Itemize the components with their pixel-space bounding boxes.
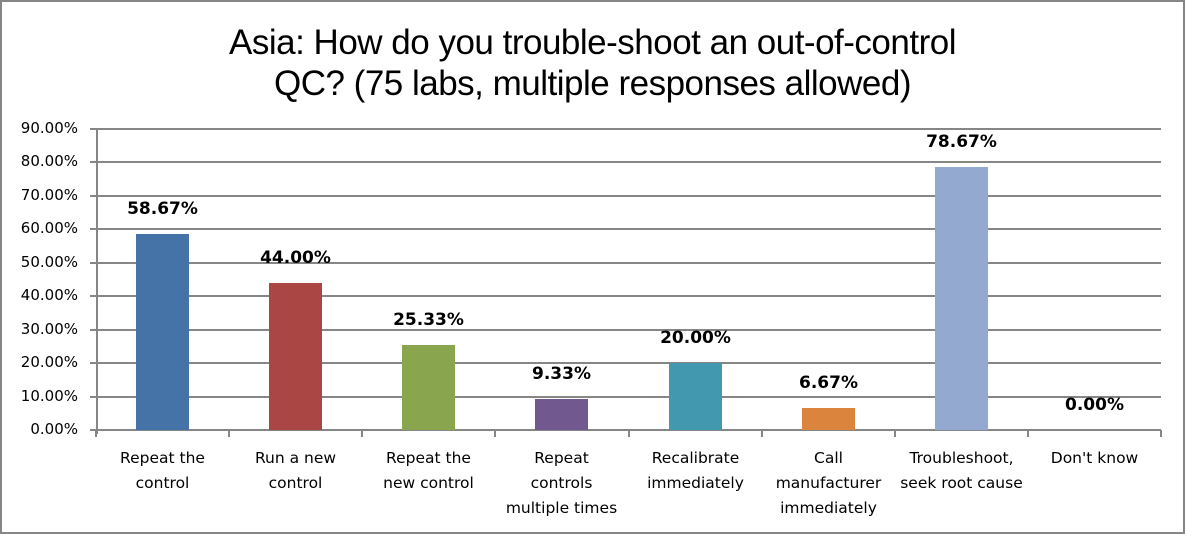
data-label: 58.67%	[127, 199, 198, 219]
gridline	[96, 262, 1161, 264]
data-label: 44.00%	[260, 248, 331, 268]
x-tick	[761, 430, 763, 437]
bar	[269, 283, 322, 430]
chart-title-line-1: Asia: How do you trouble-shoot an out-of…	[229, 23, 956, 62]
x-tick	[494, 430, 496, 437]
gridline	[96, 362, 1161, 364]
x-category-label: Repeat the control	[120, 449, 205, 492]
gridline	[96, 329, 1161, 331]
x-category-label: Call manufacturer immediately	[775, 449, 882, 517]
bar	[669, 363, 722, 430]
x-category-label: Repeat the new control	[383, 449, 474, 492]
x-category-label: Don't know	[1050, 449, 1139, 467]
x-tick	[228, 430, 230, 437]
gridline	[96, 396, 1161, 398]
y-tick	[90, 295, 97, 297]
y-tick	[90, 262, 97, 264]
gridline	[96, 195, 1161, 197]
x-tick	[1160, 430, 1162, 437]
y-tick-label: 0.00%	[30, 420, 78, 438]
y-tick	[90, 161, 97, 163]
bar	[935, 167, 988, 430]
data-label: 6.67%	[799, 373, 858, 393]
y-axis-line	[96, 129, 98, 434]
x-category-label: Repeat controls multiple times	[505, 449, 618, 517]
bar	[402, 345, 455, 430]
y-tick-label: 20.00%	[20, 353, 78, 371]
data-label: 20.00%	[660, 328, 731, 348]
x-category-label: Recalibrate immediately	[647, 449, 744, 492]
gridline	[96, 228, 1161, 230]
y-tick	[90, 195, 97, 197]
data-label: 0.00%	[1065, 395, 1124, 415]
data-label: 78.67%	[926, 132, 997, 152]
data-label: 9.33%	[532, 364, 591, 384]
y-tick	[90, 128, 97, 130]
y-tick-label: 40.00%	[20, 286, 78, 304]
y-tick-label: 90.00%	[20, 119, 78, 137]
chart-title: Asia: How do you trouble-shoot an out-of…	[0, 22, 1185, 104]
y-tick-label: 50.00%	[20, 253, 78, 271]
bar	[535, 399, 588, 430]
y-tick	[90, 362, 97, 364]
bar	[802, 408, 855, 430]
y-tick	[90, 329, 97, 331]
x-category-label: Troubleshoot, seek root cause	[900, 449, 1023, 492]
x-tick	[361, 430, 363, 437]
x-category-label: Run a new control	[254, 449, 337, 492]
x-tick	[1027, 430, 1029, 437]
y-tick-label: 80.00%	[20, 152, 78, 170]
chart-title-line-2: QC? (75 labs, multiple responses allowed…	[273, 64, 912, 103]
gridline	[96, 128, 1161, 130]
y-tick	[90, 429, 97, 431]
y-tick-label: 30.00%	[20, 320, 78, 338]
gridline	[96, 295, 1161, 297]
y-tick	[90, 396, 97, 398]
data-label: 25.33%	[393, 310, 464, 330]
x-tick	[95, 430, 97, 437]
y-tick-label: 60.00%	[20, 219, 78, 237]
y-tick-label: 10.00%	[20, 387, 78, 405]
x-tick	[894, 430, 896, 437]
y-tick	[90, 228, 97, 230]
bar	[136, 234, 189, 430]
y-tick-label: 70.00%	[20, 186, 78, 204]
x-tick	[628, 430, 630, 437]
gridline	[96, 161, 1161, 163]
